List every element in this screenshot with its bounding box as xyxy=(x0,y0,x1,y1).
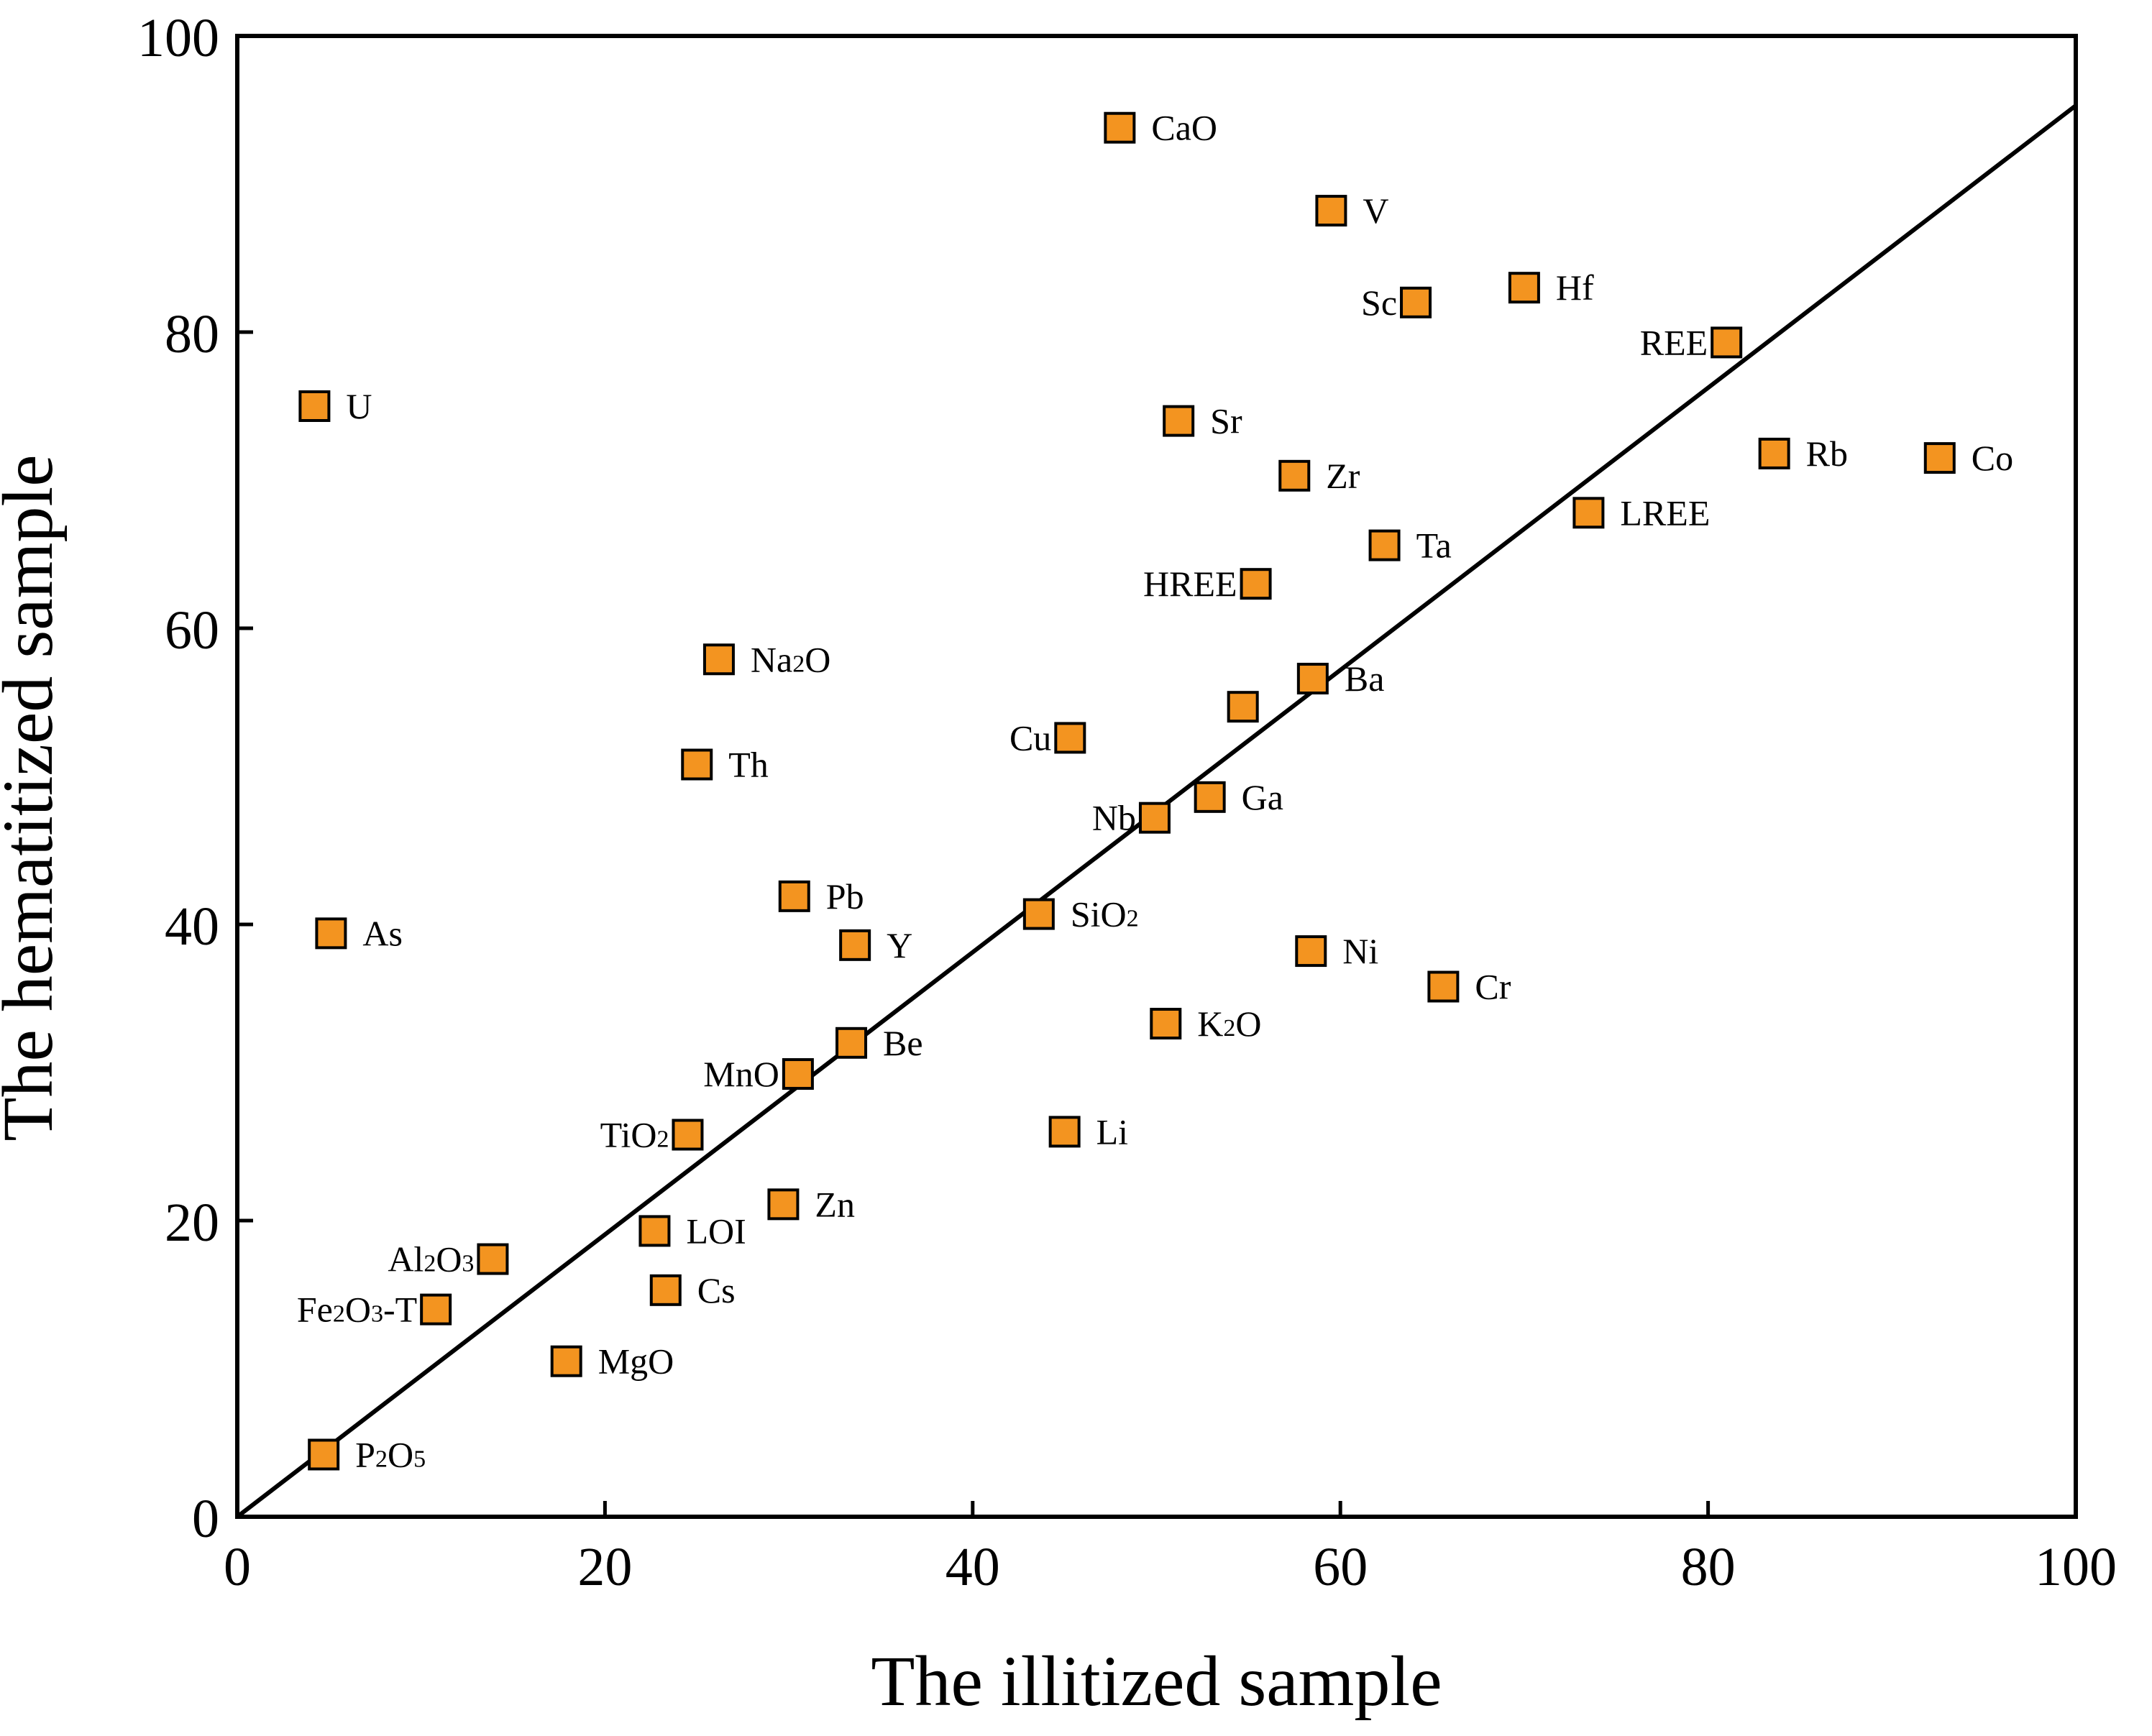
point-label-mgo: MgO xyxy=(598,1341,674,1382)
point-label-u: U xyxy=(346,386,372,426)
point-label-cs: Cs xyxy=(697,1270,736,1310)
point-label-na2o: Na2O xyxy=(751,639,830,679)
data-points: CaO V Sc Hf REE U Sr Rb Co Zr LREE Ta HREE Na2O Ba Cu Th… xyxy=(297,108,2013,1475)
point-label-hf: Hf xyxy=(1556,267,1594,308)
point-label-sr: Sr xyxy=(1210,401,1242,441)
axis-ticks: 0 20 40 60 80 100 0 20 40 60 80 100 xyxy=(137,8,2117,1597)
plot-frame xyxy=(235,34,2078,1519)
y-tick-label: 20 xyxy=(165,1193,219,1253)
point-p2o5 xyxy=(308,1438,340,1471)
x-tick-label: 100 xyxy=(2035,1537,2117,1597)
point-label-hree: HREE xyxy=(1143,564,1237,604)
point-u xyxy=(298,390,331,422)
point-ba xyxy=(1296,663,1329,695)
point-label-v: V xyxy=(1363,190,1388,231)
y-tick-label: 60 xyxy=(165,600,219,661)
point-label-fe2o3-t: Fe2O3-T xyxy=(297,1290,417,1330)
point-label-li: Li xyxy=(1096,1111,1128,1152)
point-ni xyxy=(1295,935,1327,968)
point-co xyxy=(1923,442,1956,474)
point-label-ta: Ta xyxy=(1416,525,1452,566)
point-fe2o3-t xyxy=(420,1293,452,1326)
point-cu xyxy=(1054,722,1086,754)
point-zn xyxy=(767,1188,800,1221)
y-tick-label: 0 xyxy=(192,1489,219,1549)
point-label-ba: Ba xyxy=(1345,658,1385,699)
point-cs xyxy=(649,1274,682,1306)
x-tick-label: 80 xyxy=(1681,1537,1736,1597)
point-hf xyxy=(1508,272,1540,304)
point-unlabeled-15 xyxy=(1227,691,1259,723)
point-be xyxy=(835,1027,868,1059)
point-sr xyxy=(1163,405,1195,437)
point-al2o3 xyxy=(477,1243,509,1275)
point-nb xyxy=(1138,802,1171,834)
point-label-al2o3: Al2O3 xyxy=(388,1239,474,1280)
point-label-zn: Zn xyxy=(815,1184,855,1224)
point-label-co: Co xyxy=(1972,438,2013,478)
point-label-loi: LOI xyxy=(686,1211,746,1251)
y-axis-title: The hematitized sample xyxy=(0,454,68,1141)
point-label-as: As xyxy=(362,913,403,953)
point-y xyxy=(839,929,871,961)
x-tick-label: 40 xyxy=(945,1537,1000,1597)
point-label-ga: Ga xyxy=(1242,777,1283,817)
point-mno xyxy=(782,1058,814,1090)
x-tick-label: 60 xyxy=(1313,1537,1368,1597)
point-loi xyxy=(638,1215,671,1247)
point-label-p2o5: P2O5 xyxy=(355,1434,426,1474)
point-v xyxy=(1315,195,1347,227)
point-label-cu: Cu xyxy=(1009,717,1051,758)
x-axis-title: The illitized sample xyxy=(871,1641,1442,1721)
point-label-tio2: TiO2 xyxy=(600,1115,669,1155)
point-lree xyxy=(1572,497,1605,529)
point-k2o xyxy=(1150,1008,1182,1040)
y-tick-label: 40 xyxy=(165,896,219,957)
point-li xyxy=(1048,1116,1081,1148)
point-label-cao: CaO xyxy=(1151,108,1217,148)
point-label-sio2: SiO2 xyxy=(1071,894,1139,934)
point-label-be: Be xyxy=(883,1023,923,1063)
point-label-sc: Sc xyxy=(1361,283,1397,323)
point-label-lree: LREE xyxy=(1620,492,1710,533)
y-tick-label: 100 xyxy=(137,8,219,68)
point-label-mno: MnO xyxy=(703,1054,779,1094)
point-mgo xyxy=(550,1345,582,1377)
point-hree xyxy=(1240,568,1272,600)
point-pb xyxy=(778,880,810,912)
point-na2o xyxy=(702,643,735,676)
point-tio2 xyxy=(672,1119,704,1151)
x-tick-label: 20 xyxy=(577,1537,632,1597)
point-label-y: Y xyxy=(887,925,912,965)
point-label-k2o: K2O xyxy=(1197,1004,1261,1044)
point-th xyxy=(681,748,713,781)
point-cao xyxy=(1104,111,1136,144)
point-label-cr: Cr xyxy=(1475,967,1511,1007)
point-ree xyxy=(1711,326,1743,359)
point-label-ni: Ni xyxy=(1342,931,1378,971)
point-as xyxy=(315,917,347,950)
y-tick-label: 80 xyxy=(165,304,219,364)
point-label-ree: REE xyxy=(1640,322,1708,362)
point-sio2 xyxy=(1022,898,1055,930)
point-rb xyxy=(1758,437,1790,469)
point-label-pb: Pb xyxy=(826,876,864,917)
point-sc xyxy=(1400,286,1432,318)
point-label-th: Th xyxy=(728,745,769,785)
point-cr xyxy=(1427,970,1460,1003)
point-ta xyxy=(1368,529,1401,561)
point-label-nb: Nb xyxy=(1092,798,1136,838)
point-label-zr: Zr xyxy=(1326,456,1360,496)
point-label-rb: Rb xyxy=(1806,433,1848,474)
point-ga xyxy=(1194,781,1226,813)
point-zr xyxy=(1278,459,1311,492)
x-tick-label: 0 xyxy=(224,1537,251,1597)
